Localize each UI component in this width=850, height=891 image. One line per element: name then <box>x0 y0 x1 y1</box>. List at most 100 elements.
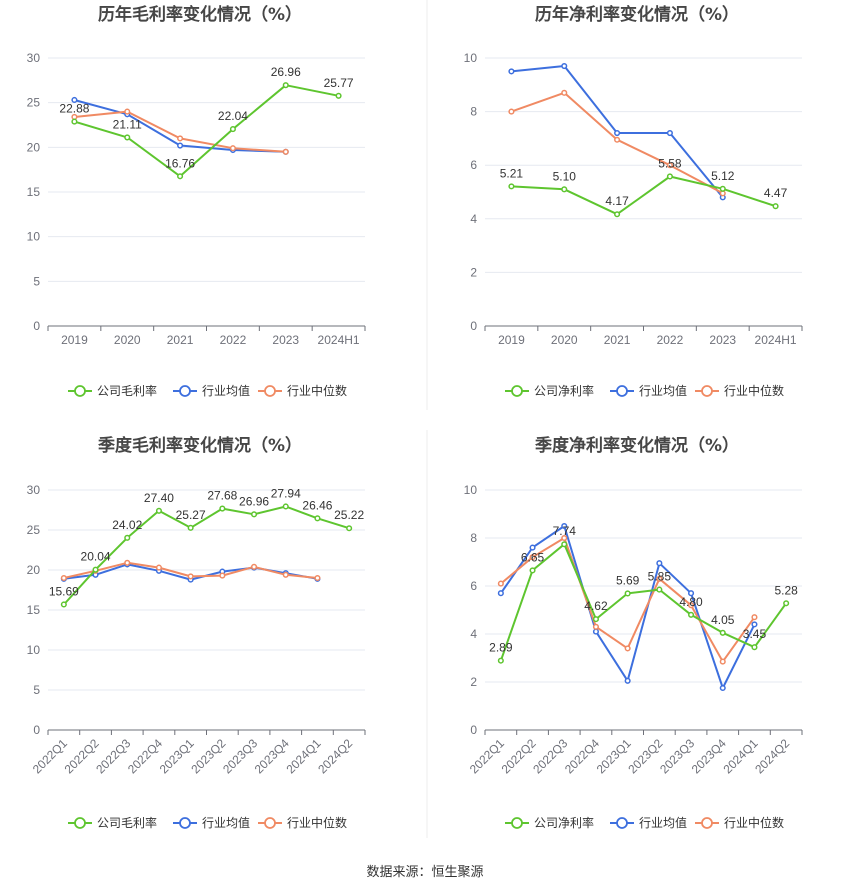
data-point-company[interactable] <box>719 185 726 192</box>
data-point-company[interactable] <box>783 600 790 607</box>
legend-item-industry_median[interactable]: 行业中位数 <box>258 815 347 830</box>
data-point-industry_median[interactable] <box>529 554 536 561</box>
data-point-company[interactable] <box>772 203 779 210</box>
data-point-industry_avg[interactable] <box>719 684 726 692</box>
data-point-industry_median[interactable] <box>592 623 600 630</box>
data-label: 7.74 <box>553 524 577 538</box>
data-point-industry_median[interactable] <box>124 108 131 115</box>
data-point-company[interactable] <box>508 183 515 190</box>
data-point-company[interactable] <box>219 505 226 512</box>
data-point-company[interactable] <box>314 515 321 522</box>
data-point-industry_median[interactable] <box>251 563 258 570</box>
legend-item-industry_avg[interactable]: 行业均值 <box>173 383 250 398</box>
data-point-company[interactable] <box>282 503 289 510</box>
data-point-industry_median[interactable] <box>508 108 515 115</box>
data-point-company[interactable] <box>592 616 600 623</box>
chart-title: 历年净利率变化情况（%） <box>535 4 739 25</box>
data-point-industry_median[interactable] <box>177 135 184 142</box>
data-point-industry_median[interactable] <box>155 564 162 571</box>
data-point-company[interactable] <box>71 118 78 125</box>
data-point-industry_median[interactable] <box>124 559 131 566</box>
data-label: 26.46 <box>302 498 332 512</box>
data-point-company[interactable] <box>60 601 67 608</box>
legend-item-industry_median[interactable]: 行业中位数 <box>695 815 784 830</box>
data-point-company[interactable] <box>624 590 631 597</box>
data-point-company[interactable] <box>282 82 289 89</box>
data-point-industry_median[interactable] <box>656 575 663 582</box>
data-point-industry_median[interactable] <box>666 162 673 169</box>
data-point-company[interactable] <box>346 525 353 532</box>
data-point-industry_avg[interactable] <box>561 522 568 530</box>
data-point-industry_median[interactable] <box>60 574 67 582</box>
legend-marker <box>701 817 713 829</box>
data-point-industry_avg[interactable] <box>508 68 515 75</box>
data-point-company[interactable] <box>561 186 568 193</box>
data-point-industry_avg[interactable] <box>656 560 663 567</box>
data-point-industry_avg[interactable] <box>177 142 184 149</box>
data-point-company[interactable] <box>251 511 258 518</box>
data-point-industry_median[interactable] <box>751 614 758 621</box>
data-point-company[interactable] <box>229 126 236 133</box>
data-point-industry_median[interactable] <box>561 89 568 96</box>
data-point-industry_avg[interactable] <box>666 129 673 137</box>
legend-marker <box>511 817 523 829</box>
data-point-company[interactable] <box>497 657 504 664</box>
data-label: 25.77 <box>324 76 354 90</box>
data-point-company[interactable] <box>561 541 568 548</box>
data-point-company[interactable] <box>666 173 673 180</box>
data-point-industry_avg[interactable] <box>624 677 631 684</box>
legend-item-industry_avg[interactable]: 行业均值 <box>610 383 687 398</box>
legend-item-company[interactable]: 公司净利率 <box>505 383 594 398</box>
data-point-industry_median[interactable] <box>719 658 726 665</box>
x-tick-label: 2019 <box>498 333 525 347</box>
data-point-industry_avg[interactable] <box>614 129 621 137</box>
legend-item-industry_avg[interactable]: 行业均值 <box>173 815 250 830</box>
y-tick-label: 0 <box>33 723 40 737</box>
data-point-company[interactable] <box>187 524 194 531</box>
data-point-industry_median[interactable] <box>561 534 568 542</box>
data-label: 20.04 <box>81 550 111 564</box>
data-point-industry_median[interactable] <box>614 136 621 143</box>
legend-item-company[interactable]: 公司净利率 <box>505 815 594 830</box>
data-point-company[interactable] <box>155 507 162 514</box>
data-point-company[interactable] <box>688 611 695 618</box>
data-point-company[interactable] <box>719 629 726 636</box>
data-point-company[interactable] <box>656 586 663 593</box>
data-point-industry_median[interactable] <box>688 602 695 609</box>
legend-marker <box>511 385 523 397</box>
legend-item-company[interactable]: 公司毛利率 <box>68 815 157 830</box>
data-label: 5.12 <box>711 169 735 183</box>
data-point-industry_median[interactable] <box>624 645 631 652</box>
data-point-company[interactable] <box>751 644 758 651</box>
data-point-industry_median[interactable] <box>282 571 289 578</box>
data-point-industry_median[interactable] <box>229 145 236 152</box>
data-point-company[interactable] <box>529 567 536 574</box>
data-point-industry_median[interactable] <box>219 572 226 579</box>
legend-label: 行业均值 <box>202 383 250 398</box>
data-point-industry_median[interactable] <box>282 148 289 155</box>
data-point-industry_avg[interactable] <box>751 621 758 628</box>
data-point-industry_avg[interactable] <box>71 96 78 104</box>
data-point-industry_avg[interactable] <box>592 628 600 635</box>
data-point-company[interactable] <box>124 534 131 541</box>
data-point-industry_avg[interactable] <box>561 62 568 70</box>
data-point-industry_median[interactable] <box>187 573 194 580</box>
data-point-company[interactable] <box>177 173 184 180</box>
data-point-industry_avg[interactable] <box>497 590 504 597</box>
data-point-industry_avg[interactable] <box>529 544 536 551</box>
legend-item-company[interactable]: 公司毛利率 <box>68 383 157 398</box>
y-tick-label: 0 <box>33 319 40 333</box>
data-point-company[interactable] <box>124 134 131 141</box>
data-point-company[interactable] <box>614 211 621 218</box>
chart-title: 季度毛利率变化情况（%） <box>98 435 302 456</box>
legend-label: 公司净利率 <box>534 815 594 830</box>
data-point-company[interactable] <box>92 566 99 573</box>
data-label: 25.22 <box>334 508 364 522</box>
data-point-industry_median[interactable] <box>314 574 321 582</box>
data-point-company[interactable] <box>335 92 342 99</box>
legend-item-industry_avg[interactable]: 行业均值 <box>610 815 687 830</box>
data-point-industry_avg[interactable] <box>688 590 695 597</box>
legend-item-industry_median[interactable]: 行业中位数 <box>695 383 784 398</box>
data-point-industry_median[interactable] <box>497 580 504 587</box>
legend-item-industry_median[interactable]: 行业中位数 <box>258 383 347 398</box>
